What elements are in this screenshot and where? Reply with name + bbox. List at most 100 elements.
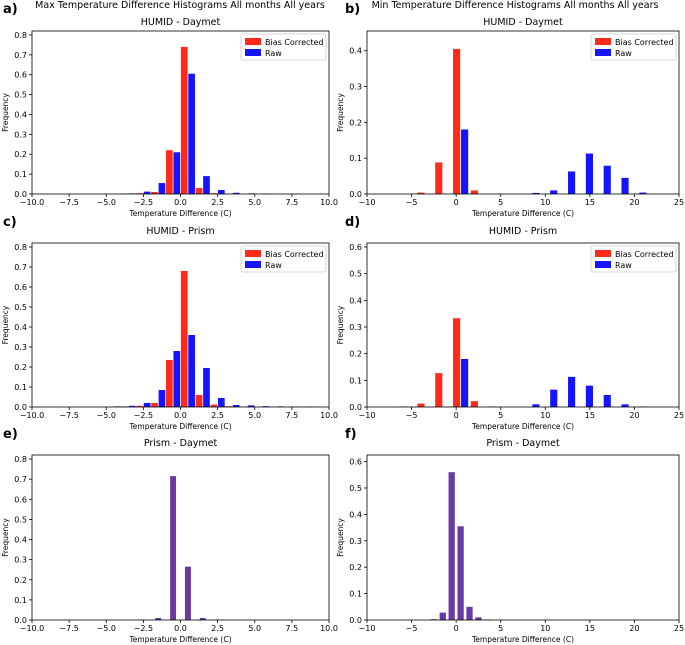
chart-panel-5: e) Prism - Daymet −10.0 −7.5 −5.0 −2.5 0.0 2.5 5…: [1, 427, 338, 644]
x-tick-label: 0: [454, 411, 459, 420]
y-tick-label: 0.0: [14, 190, 27, 199]
x-tick-label: 15: [585, 624, 595, 633]
y-tick-label: 0.4: [349, 510, 362, 519]
x-tick-label: 2.5: [211, 624, 224, 633]
x-tick-label: −5: [406, 624, 418, 633]
y-tick-label: 0.6: [349, 458, 362, 467]
bar-raw: [603, 395, 611, 407]
panel-label: e): [3, 427, 18, 442]
axes-frame: [31, 454, 330, 621]
legend-swatch-raw: [245, 49, 261, 56]
y-tick-label: 0.1: [349, 590, 362, 599]
x-tick-label: 25: [674, 411, 684, 420]
bar-raw: [128, 405, 136, 407]
y-tick-label: 0.0: [349, 616, 362, 625]
chart-panel-4: d) HUMID - Prism −10 −5 0 5 10 15 20 25 0.0 0.1 0.2 0…: [336, 215, 684, 431]
legend-box: [590, 33, 677, 61]
y-tick-label: 0.7: [14, 51, 27, 60]
axes-frame: [366, 454, 680, 621]
x-tick-label: 5.0: [248, 411, 261, 420]
legend-swatch-raw: [245, 261, 261, 268]
y-tick-label: 0.4: [14, 110, 27, 119]
bar-bias: [417, 192, 425, 194]
y-tick-label: 0.6: [14, 283, 27, 292]
legend-label: Bias Corrected: [265, 250, 324, 259]
bar-raw: [188, 335, 195, 407]
y-tick-label: 0.3: [14, 130, 27, 139]
bar-raw: [621, 404, 629, 407]
bar-raw: [568, 376, 576, 407]
chart-title: HUMID - Prism: [146, 226, 214, 237]
bar-diff: [184, 566, 191, 620]
y-tick-label: 0.2: [14, 363, 27, 372]
x-tick-label: −5: [406, 198, 418, 207]
bar-raw: [621, 177, 629, 194]
panel-label: f): [345, 427, 357, 442]
bar-bias: [453, 48, 461, 195]
y-tick-label: 0.4: [14, 323, 27, 332]
bar-raw: [217, 398, 225, 407]
y-tick-label: 0.1: [349, 376, 362, 385]
legend-label: Raw: [265, 49, 282, 58]
bar-raw: [143, 403, 151, 407]
y-tick-label: 0.5: [349, 484, 362, 493]
bar-raw: [532, 192, 540, 194]
bar-raw: [550, 389, 558, 407]
x-tick-label: −5: [406, 411, 418, 420]
chart-panel-1: a) Max Temperature Difference Histograms …: [1, 0, 338, 218]
y-tick-label: 0.8: [14, 243, 27, 252]
x-tick-label: 20: [629, 411, 639, 420]
bar-diff: [475, 617, 482, 620]
x-tick-label: 0.0: [174, 198, 187, 207]
x-tick-label: 5.0: [248, 624, 261, 633]
x-tick-label: −7.5: [59, 624, 78, 633]
bar-bias: [210, 404, 218, 407]
y-axis-label: Frequency: [336, 93, 345, 132]
y-tick-label: 0.6: [14, 495, 27, 504]
x-tick-label: −10: [359, 198, 376, 207]
x-tick-label: 15: [585, 411, 595, 420]
y-tick-label: 0.2: [349, 118, 362, 127]
bar-raw: [203, 176, 210, 194]
y-tick-label: 0.8: [14, 455, 27, 464]
y-axis-label: Frequency: [1, 305, 10, 344]
bar-bias: [136, 405, 144, 407]
x-tick-label: 10.0: [320, 411, 338, 420]
x-axis-label: Temperature Difference (C): [128, 635, 231, 644]
x-tick-label: 7.5: [286, 198, 299, 207]
y-axis-label: Frequency: [336, 305, 345, 344]
legend-box: [240, 245, 327, 273]
y-tick-label: 0.0: [349, 190, 362, 199]
legend-box: [590, 245, 677, 273]
chart-panel-6: f) Prism - Daymet −10 −5 0 5 10 15 20 25 0.0 0.1 0.2…: [336, 427, 684, 644]
y-tick-label: 0.1: [349, 154, 362, 163]
x-tick-label: 2.5: [211, 411, 224, 420]
x-tick-label: −2.5: [134, 198, 153, 207]
bar-raw: [203, 368, 210, 407]
x-tick-label: 7.5: [286, 411, 299, 420]
y-axis-label: Frequency: [1, 518, 10, 557]
bar-bias: [453, 318, 461, 407]
legend-label: Raw: [615, 261, 632, 270]
x-tick-label: 25: [674, 624, 684, 633]
bar-raw: [585, 153, 593, 194]
x-tick-label: 20: [629, 198, 639, 207]
bar-bias: [166, 150, 173, 194]
x-tick-label: −7.5: [59, 198, 78, 207]
x-tick-label: 10: [540, 624, 550, 633]
bar-diff: [466, 606, 473, 620]
y-tick-label: 0.4: [349, 47, 362, 56]
bar-raw: [532, 404, 540, 407]
bar-diff: [170, 476, 177, 620]
y-tick-label: 0.3: [349, 83, 362, 92]
x-tick-label: 15: [585, 198, 595, 207]
x-axis-label: Temperature Difference (C): [128, 422, 231, 431]
bar-bias: [470, 190, 478, 194]
x-axis-label: Temperature Difference (C): [471, 209, 574, 218]
chart-title: HUMID - Daymet: [483, 17, 563, 28]
y-tick-label: 0.7: [14, 263, 27, 272]
legend-swatch-bias: [595, 38, 611, 45]
y-tick-label: 0.1: [14, 170, 27, 179]
y-tick-label: 0.0: [14, 403, 27, 412]
bar-raw: [173, 152, 181, 194]
